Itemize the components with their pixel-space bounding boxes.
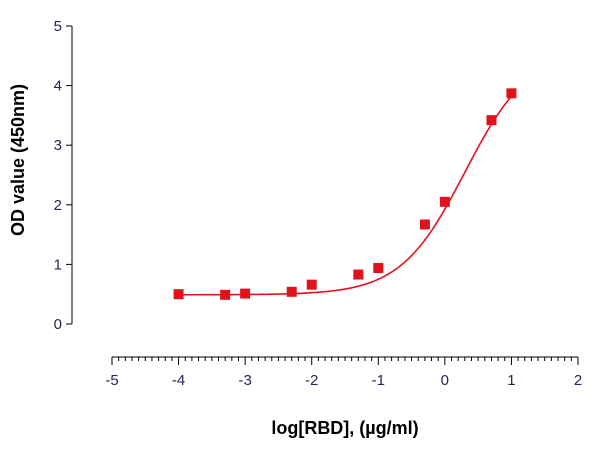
fit-curve-group [178, 95, 513, 296]
x-tick-label: 2 [574, 372, 582, 389]
x-tick-label: -3 [238, 372, 251, 389]
x-tick-label: 1 [507, 372, 515, 389]
data-point [419, 219, 430, 230]
x-axis: -5 -4 -3 -2 -1 0 1 2 [105, 356, 582, 389]
y-axis: 0 1 2 3 4 5 [54, 18, 73, 333]
data-points [173, 88, 517, 300]
data-point [220, 289, 231, 300]
data-point [353, 269, 364, 280]
data-point [173, 289, 184, 300]
data-point [439, 196, 450, 207]
y-tick-label: 4 [54, 78, 62, 95]
y-tick-label: 2 [54, 197, 62, 214]
x-tick-label: 0 [441, 372, 449, 389]
data-point [506, 88, 517, 99]
data-point [373, 262, 384, 273]
y-tick-label: 3 [54, 137, 62, 154]
y-tick-label: 0 [54, 316, 62, 333]
data-point [240, 288, 251, 299]
x-tick-label: -2 [305, 372, 318, 389]
y-axis-title: OD value (450nm) [8, 84, 28, 236]
x-tick-label: -4 [172, 372, 185, 389]
data-point [486, 115, 497, 126]
x-tick-label: -5 [105, 372, 118, 389]
x-tick-label: -1 [372, 372, 385, 389]
data-point [306, 279, 317, 290]
fit-curve [178, 95, 513, 296]
data-point [286, 286, 297, 297]
x-axis-title: log[RBD], (µg/ml) [271, 418, 418, 438]
y-tick-label: 5 [54, 18, 62, 35]
y-tick-label: 1 [54, 256, 62, 273]
